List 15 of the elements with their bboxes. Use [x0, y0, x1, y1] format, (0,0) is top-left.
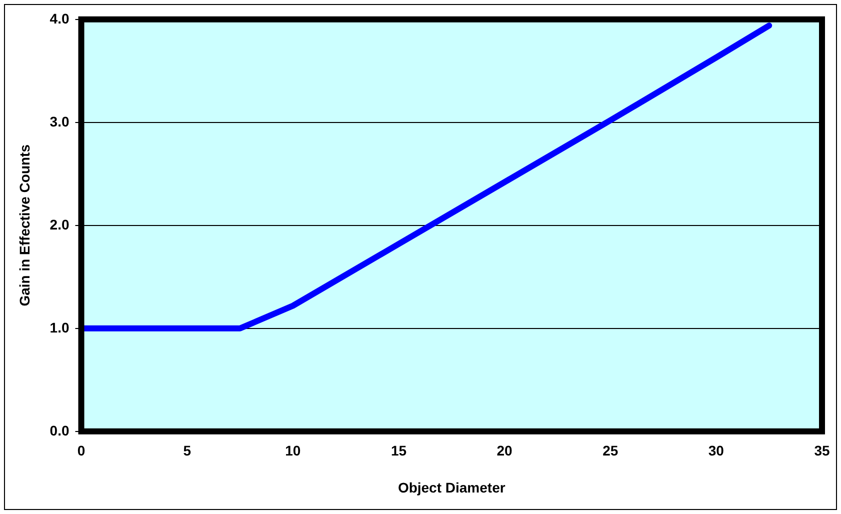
x-tick-label: 0 — [77, 442, 86, 459]
y-tick-label: 4.0 — [50, 10, 70, 26]
y-axis-title: Gain in Effective Counts — [16, 144, 32, 306]
y-tick-label: 3.0 — [50, 113, 70, 130]
y-tick-label: 2.0 — [50, 216, 70, 232]
x-tick-label: 15 — [390, 442, 407, 459]
x-tick-label: 10 — [285, 442, 301, 459]
x-tick-label: 20 — [496, 442, 513, 459]
x-axis-title: Object Diameter — [398, 479, 506, 496]
x-tick-label: 30 — [708, 442, 724, 459]
y-tick-label: 0.0 — [50, 422, 70, 438]
x-tick-label: 5 — [183, 442, 192, 459]
x-tick-label: 25 — [602, 442, 618, 459]
y-tick-label: 1.0 — [50, 319, 70, 336]
x-tick-label: 35 — [814, 442, 830, 459]
